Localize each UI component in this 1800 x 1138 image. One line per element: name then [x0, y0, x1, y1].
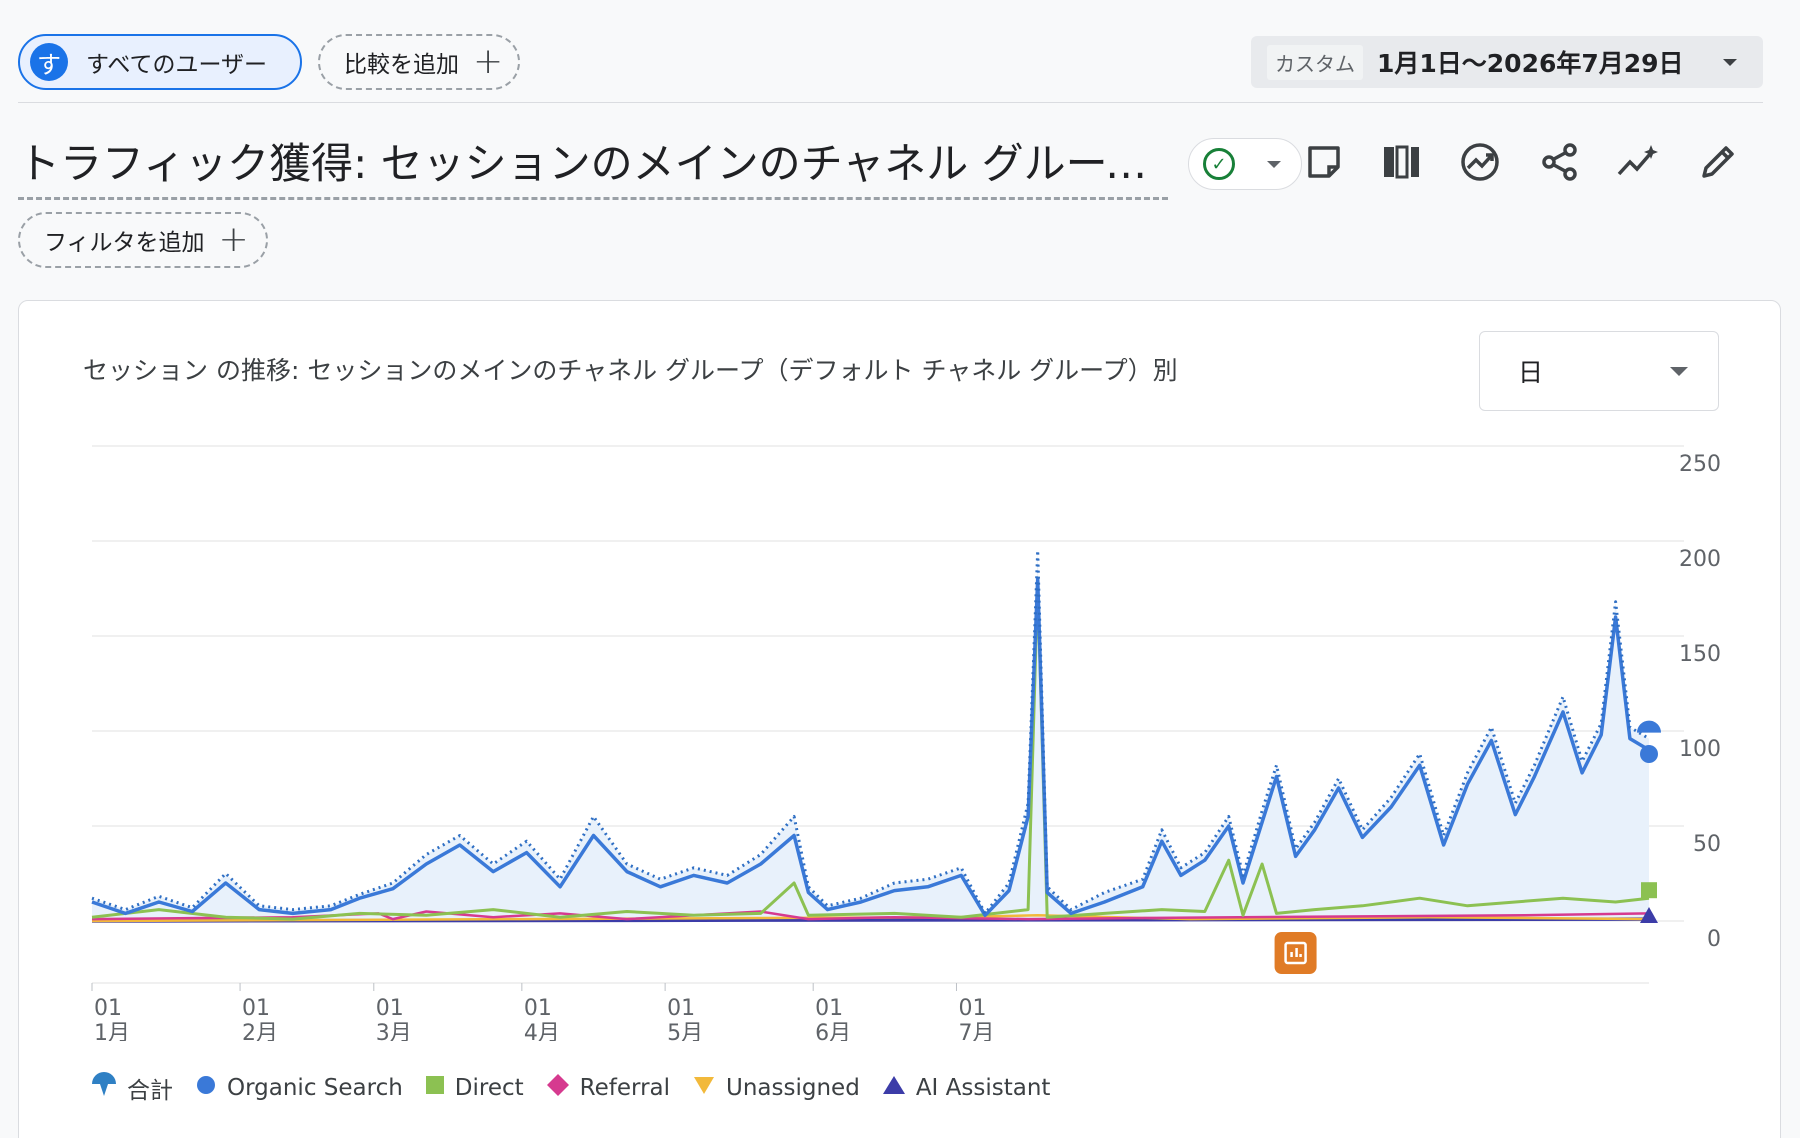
add-filter-label: フィルタを追加 — [44, 230, 205, 256]
x-tick-month: 6月 — [815, 1021, 851, 1041]
check-circle-icon: ✓ — [1203, 148, 1235, 180]
x-tick-day: 01 — [958, 996, 986, 1021]
total-area — [92, 550, 1649, 921]
series-line-organic-search — [91, 577, 1650, 918]
legend-item-referral[interactable]: Referral — [546, 1073, 670, 1103]
chart-title: セッション の推移: セッションのメインのチャネル グループ（デフォルト チャネ… — [83, 356, 1178, 385]
x-tick-day: 01 — [242, 996, 270, 1021]
y-tick-label: 50 — [1693, 832, 1721, 857]
x-tick-month: 1月 — [94, 1021, 130, 1041]
legend-label: AI Assistant — [915, 1075, 1051, 1101]
annotation-icon-frame — [1284, 941, 1307, 965]
y-tick-label: 150 — [1679, 642, 1721, 667]
period-select[interactable]: 日 — [1479, 331, 1719, 411]
period-value: 日 — [1518, 358, 1544, 387]
y-tick-label: 100 — [1679, 737, 1721, 762]
x-tick-month: 7月 — [958, 1021, 994, 1041]
x-tick-day: 01 — [376, 996, 404, 1021]
ai-end-marker — [1640, 907, 1658, 923]
title-row: トラフィック獲得: セッションのメインのチャネル グループ（デフォルト チャネル… — [18, 130, 1763, 200]
plus-icon: + — [473, 41, 504, 82]
legend-item-organic[interactable]: Organic Search — [195, 1074, 403, 1102]
page-title[interactable]: トラフィック獲得: セッションのメインのチャネル グループ（デフォルト チャネル… — [18, 130, 1168, 200]
date-range-value: 1月1日〜2026年7月29日 — [1377, 49, 1684, 78]
direct-legend-marker-icon — [425, 1075, 445, 1101]
x-tick-day: 01 — [667, 996, 695, 1021]
x-tick-day: 01 — [815, 996, 843, 1021]
legend-item-ai[interactable]: AI Assistant — [882, 1074, 1051, 1102]
chevron-down-icon — [1723, 59, 1737, 66]
add-comparison-button[interactable]: 比較を追加 + — [318, 34, 520, 90]
edit-icon[interactable] — [1696, 140, 1740, 184]
sparkle-trend-icon[interactable] — [1616, 140, 1660, 184]
organic-legend-marker-icon — [195, 1074, 217, 1102]
chart-card: セッション の推移: セッションのメインのチャネル グループ（デフォルト チャネ… — [18, 300, 1781, 1138]
y-tick-label: 200 — [1679, 547, 1721, 572]
legend-label: Direct — [454, 1075, 524, 1101]
legend-item-total[interactable]: 合計 — [91, 1071, 173, 1105]
y-tick-label: 250 — [1679, 452, 1721, 477]
legend-label: Unassigned — [726, 1075, 860, 1101]
series-line-unassigned — [91, 914, 1650, 923]
add-filter-button[interactable]: フィルタを追加 + — [18, 212, 268, 268]
date-range-tag: カスタム — [1267, 44, 1363, 80]
segment-chip[interactable]: す すべてのユーザー — [18, 34, 302, 90]
direct-end-marker — [1641, 882, 1657, 899]
top-bar: す すべてのユーザー 比較を追加 + カスタム 1月1日〜2026年7月29日 — [18, 34, 1763, 92]
total-end-marker — [1637, 720, 1661, 733]
divider — [18, 102, 1763, 103]
chevron-down-icon — [1670, 367, 1688, 376]
x-tick-month: 4月 — [524, 1021, 560, 1041]
insights-icon[interactable] — [1458, 140, 1502, 184]
sessions-line-chart[interactable]: 250200150100500011月012月013月014月015月016月0… — [19, 301, 1780, 1041]
note-icon[interactable] — [1302, 140, 1346, 184]
share-icon[interactable] — [1538, 140, 1582, 184]
legend-label: 合計 — [127, 1078, 173, 1104]
report-status-chip[interactable]: ✓ — [1188, 138, 1302, 190]
segment-avatar: す — [30, 43, 68, 81]
referral-legend-marker-icon — [546, 1073, 570, 1103]
legend-label: Organic Search — [227, 1075, 403, 1101]
x-tick-day: 01 — [94, 996, 122, 1021]
date-range-picker[interactable]: カスタム 1月1日〜2026年7月29日 — [1251, 36, 1763, 88]
x-tick-month: 2月 — [242, 1021, 278, 1041]
segment-label: すべてのユーザー — [86, 52, 268, 78]
x-tick-month: 5月 — [667, 1021, 703, 1041]
ai-legend-marker-icon — [882, 1074, 906, 1102]
y-tick-label: 0 — [1707, 927, 1721, 952]
legend-item-direct[interactable]: Direct — [425, 1075, 524, 1101]
chart-legend: 合計 Organic Search Direct Referral Unassigned… — [91, 1071, 1072, 1105]
x-tick-month: 3月 — [376, 1021, 412, 1041]
organic-end-marker — [1640, 745, 1658, 763]
total-legend-marker-icon — [91, 1072, 117, 1104]
add-comparison-label: 比較を追加 — [344, 52, 459, 78]
legend-label: Referral — [579, 1075, 671, 1101]
compare-columns-icon[interactable] — [1380, 140, 1424, 184]
plus-icon: + — [218, 219, 249, 260]
unassigned-legend-marker-icon — [692, 1074, 716, 1102]
legend-item-unassigned[interactable]: Unassigned — [692, 1074, 860, 1102]
x-tick-day: 01 — [524, 996, 552, 1021]
chevron-down-icon — [1267, 161, 1281, 168]
